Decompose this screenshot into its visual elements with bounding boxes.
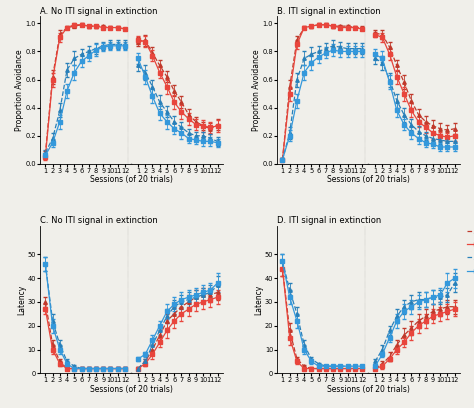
Y-axis label: Proportion Avoidance: Proportion Avoidance bbox=[15, 49, 24, 131]
Text: D. ITI signal in extinction: D. ITI signal in extinction bbox=[277, 216, 382, 225]
X-axis label: Sessions (of 20 trials): Sessions (of 20 trials) bbox=[90, 385, 173, 394]
X-axis label: Sessions (of 20 trials): Sessions (of 20 trials) bbox=[327, 385, 410, 394]
Y-axis label: Latency: Latency bbox=[255, 284, 264, 315]
Text: B. ITI signal in extinction: B. ITI signal in extinction bbox=[277, 7, 381, 16]
X-axis label: Sessions (of 20 trials): Sessions (of 20 trials) bbox=[90, 175, 173, 184]
Text: A. No ITI signal in extinction: A. No ITI signal in extinction bbox=[40, 7, 158, 16]
Y-axis label: Latency: Latency bbox=[17, 284, 26, 315]
Legend: female present, female absent, male present, male absent: female present, female absent, male pres… bbox=[467, 227, 474, 275]
Text: C. No ITI signal in extinction: C. No ITI signal in extinction bbox=[40, 216, 158, 225]
X-axis label: Sessions (of 20 trials): Sessions (of 20 trials) bbox=[327, 175, 410, 184]
Y-axis label: Proportion Avoidance: Proportion Avoidance bbox=[252, 49, 261, 131]
